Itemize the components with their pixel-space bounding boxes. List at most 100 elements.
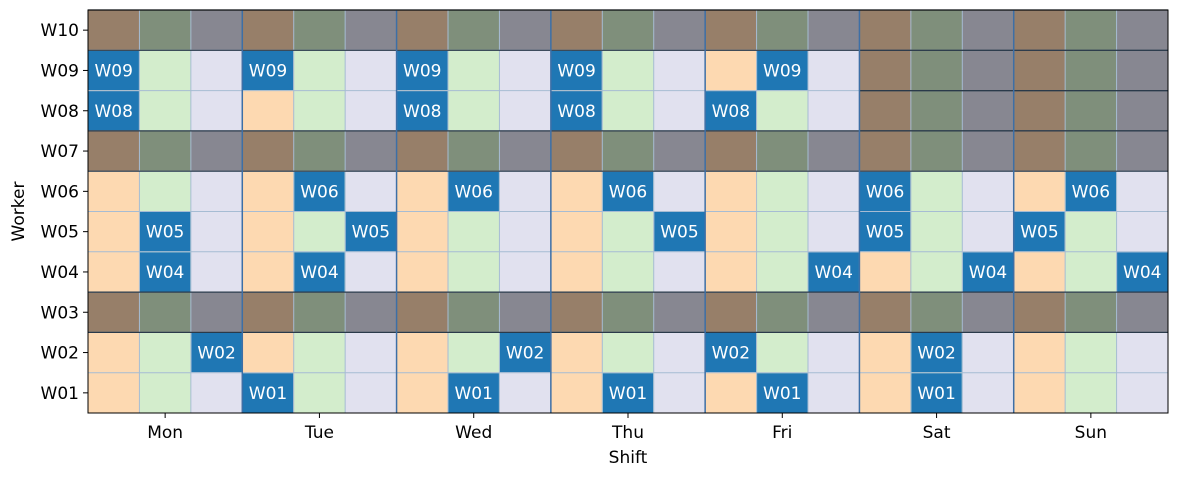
cell-W01-sun-2 xyxy=(1116,372,1168,413)
cell-W03-sat-0 xyxy=(859,292,911,333)
cell-W08-mon-1 xyxy=(139,90,191,131)
cell-W10-mon-0 xyxy=(88,10,140,51)
heatmap-cells xyxy=(88,10,1168,413)
cell-W08-sat-0 xyxy=(859,90,911,131)
cell-W05-tue-1 xyxy=(293,211,346,252)
cell-W08-thu-2 xyxy=(653,90,706,131)
cell-W10-sat-0 xyxy=(859,10,911,51)
assignment-label: W08 xyxy=(557,102,595,122)
cell-W01-sat-2 xyxy=(962,372,1014,413)
x-tick-label: Mon xyxy=(147,423,183,443)
assignment-cell xyxy=(757,50,808,91)
cell-W06-thu-2 xyxy=(653,171,706,212)
assignment-label: W05 xyxy=(866,223,904,243)
x-axis-label: Shift xyxy=(609,448,648,468)
assignment-label: W06 xyxy=(866,182,904,202)
assignment-label: W02 xyxy=(506,344,544,364)
x-tick-label: Sat xyxy=(923,423,951,443)
assignment-cell xyxy=(1117,252,1168,292)
assignment-cell xyxy=(191,332,242,373)
cell-W03-thu-1 xyxy=(602,292,654,333)
cell-W08-sun-2 xyxy=(1116,90,1168,131)
cell-W10-mon-2 xyxy=(190,10,243,51)
cell-W03-wed-1 xyxy=(448,292,500,333)
assignment-cell xyxy=(448,373,499,413)
cell-W10-sun-0 xyxy=(1013,10,1066,51)
cell-W03-tue-2 xyxy=(345,292,397,333)
cell-W04-fri-1 xyxy=(756,251,808,293)
cell-W07-fri-1 xyxy=(756,130,808,172)
cell-W10-fri-2 xyxy=(808,10,860,51)
cell-W08-fri-1 xyxy=(756,90,808,131)
cell-W08-wed-2 xyxy=(499,90,551,131)
cell-W06-mon-1 xyxy=(139,171,191,212)
assignment-cell xyxy=(242,373,294,413)
cell-W06-mon-2 xyxy=(190,171,243,212)
cell-W05-wed-2 xyxy=(499,211,551,252)
cell-W02-thu-2 xyxy=(653,332,706,373)
cell-W08-mon-2 xyxy=(190,90,243,131)
assignment-label: W06 xyxy=(454,182,492,202)
cell-W05-fri-1 xyxy=(756,211,808,252)
cell-W07-wed-0 xyxy=(396,130,448,172)
cell-W02-thu-1 xyxy=(602,332,654,373)
assignment-label: W05 xyxy=(1020,223,1058,243)
assignment-label: W04 xyxy=(300,263,338,283)
cell-W07-thu-1 xyxy=(602,130,654,172)
cell-W04-wed-0 xyxy=(396,251,448,293)
cell-W07-mon-1 xyxy=(139,130,191,172)
cell-W07-sat-0 xyxy=(859,130,911,172)
cell-W02-sat-0 xyxy=(859,332,911,373)
cell-W05-wed-0 xyxy=(396,211,448,252)
cell-W03-sun-0 xyxy=(1013,292,1066,333)
assignment-cell xyxy=(808,252,859,292)
assignment-cell xyxy=(345,212,397,252)
y-tick-label: W04 xyxy=(41,263,79,283)
cell-W02-sun-2 xyxy=(1116,332,1168,373)
cell-W04-mon-0 xyxy=(88,251,140,293)
cell-W10-fri-0 xyxy=(705,10,757,51)
cell-W10-thu-2 xyxy=(653,10,706,51)
cell-W10-sat-1 xyxy=(910,10,963,51)
assignment-cell xyxy=(139,212,191,252)
cell-W05-fri-0 xyxy=(705,211,757,252)
cell-W03-sun-2 xyxy=(1116,292,1168,333)
cell-W05-wed-1 xyxy=(448,211,500,252)
assignment-cell xyxy=(88,50,139,91)
cell-W03-mon-0 xyxy=(88,292,140,333)
cell-W01-mon-1 xyxy=(139,372,191,413)
assignment-label: W01 xyxy=(249,384,287,404)
assignment-label: W08 xyxy=(403,102,441,122)
cell-W06-sun-0 xyxy=(1013,171,1066,212)
assignment-label: W05 xyxy=(352,223,390,243)
cell-W03-sat-2 xyxy=(962,292,1014,333)
assignment-label: W09 xyxy=(94,61,132,81)
cell-W08-tue-0 xyxy=(242,90,294,131)
assignment-label: W09 xyxy=(557,61,595,81)
cell-W01-sun-0 xyxy=(1013,372,1066,413)
cell-W04-thu-1 xyxy=(602,251,654,293)
cell-W03-thu-2 xyxy=(653,292,706,333)
cell-W04-thu-0 xyxy=(550,251,603,293)
cell-W10-sun-2 xyxy=(1116,10,1168,51)
cell-W09-tue-1 xyxy=(293,50,346,91)
cell-W02-tue-0 xyxy=(242,332,294,373)
cell-W08-tue-2 xyxy=(345,90,397,131)
cell-W04-thu-2 xyxy=(653,251,706,293)
cell-W09-fri-0 xyxy=(705,50,757,91)
cell-W05-mon-0 xyxy=(88,211,140,252)
cell-W04-sat-1 xyxy=(910,251,963,293)
y-axis-label: Worker xyxy=(9,182,29,242)
cell-W01-thu-2 xyxy=(653,372,706,413)
assignment-cell xyxy=(654,212,705,252)
cell-W03-mon-2 xyxy=(190,292,243,333)
cell-W06-fri-0 xyxy=(705,171,757,212)
cell-W09-mon-2 xyxy=(190,50,243,91)
assignment-label: W04 xyxy=(969,263,1007,283)
cell-W03-wed-2 xyxy=(499,292,551,333)
assignment-label: W01 xyxy=(609,384,647,404)
cell-W01-sat-0 xyxy=(859,372,911,413)
cell-W01-mon-2 xyxy=(190,372,243,413)
assignment-label: W01 xyxy=(763,384,801,404)
